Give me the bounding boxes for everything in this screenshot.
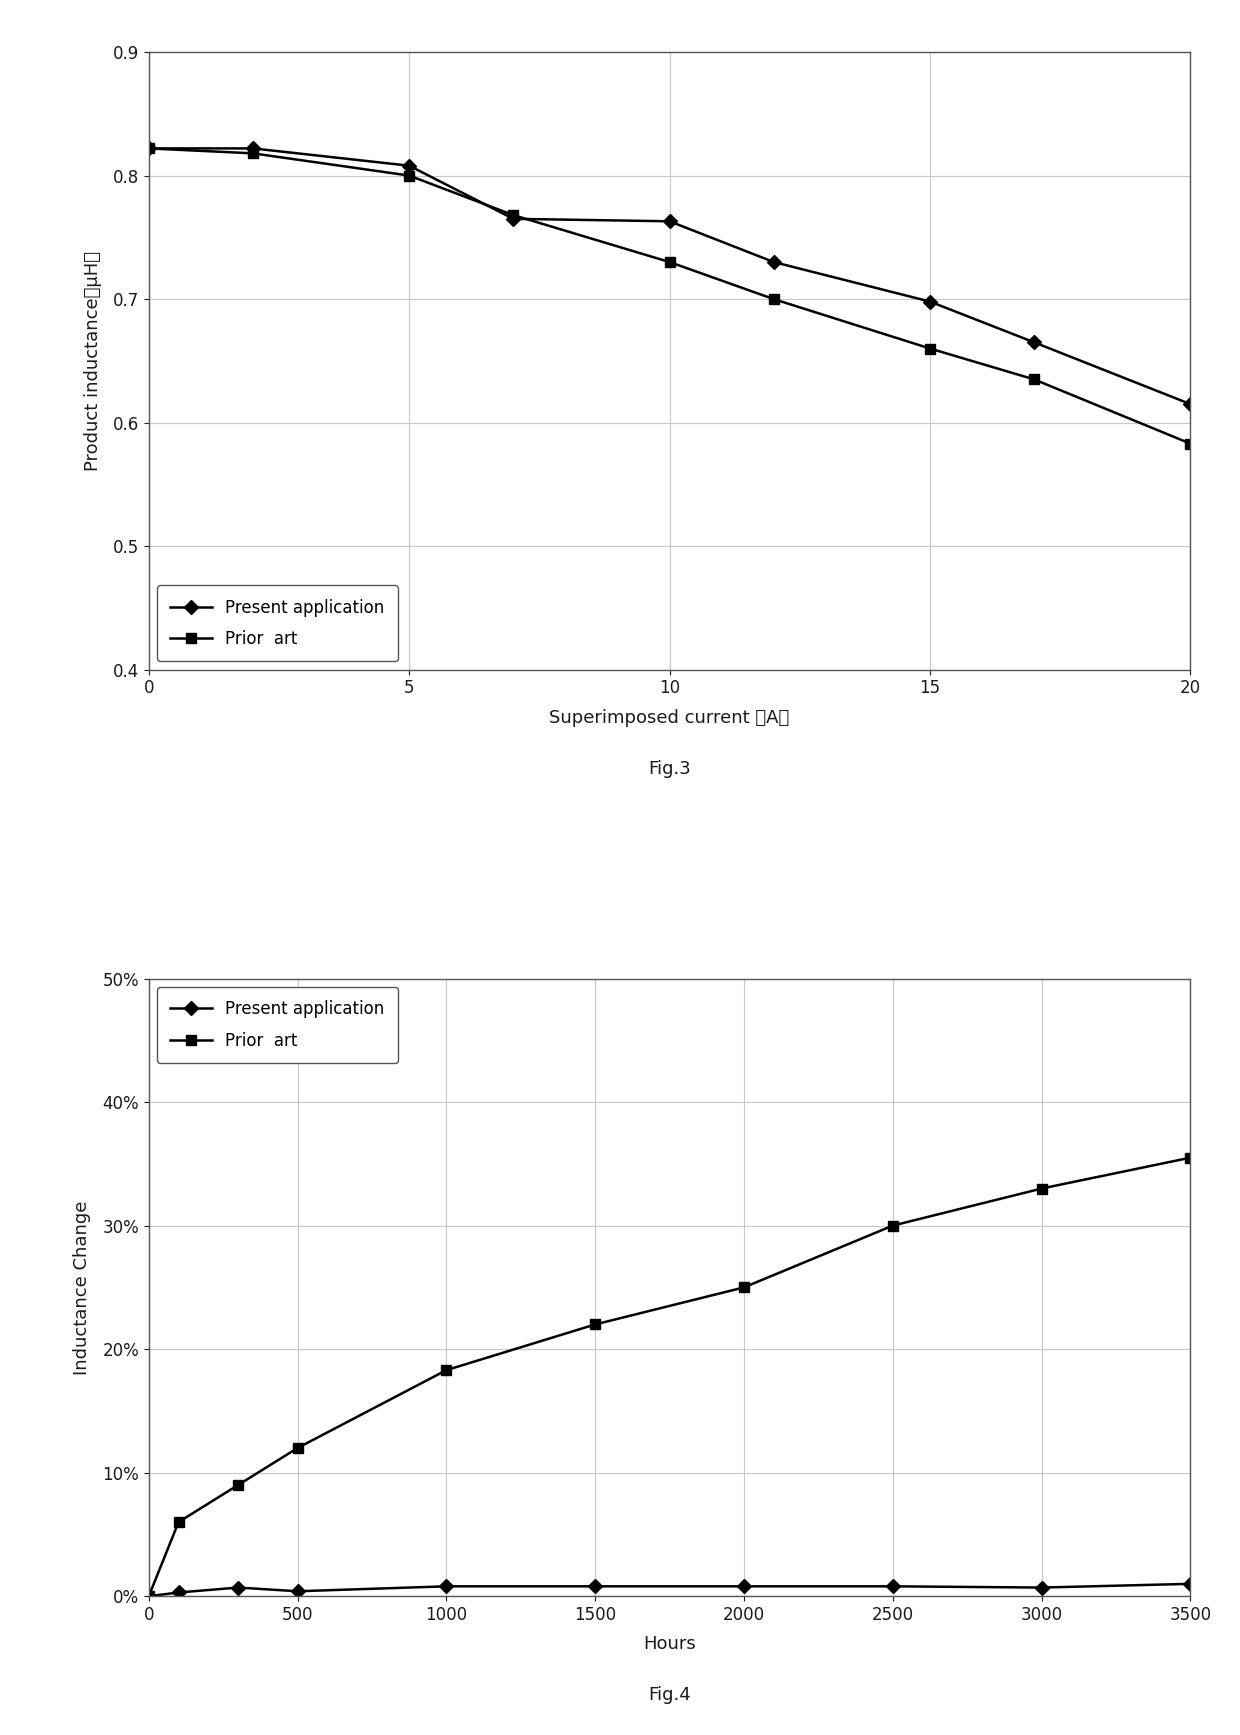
Y-axis label: Product inductance（μH）: Product inductance（μH） <box>84 252 102 470</box>
Present application <box>141 139 156 160</box>
Prior  art <box>1183 1147 1198 1168</box>
Present application <box>1034 1577 1049 1598</box>
Present application <box>588 1575 603 1596</box>
Present application <box>141 1586 156 1607</box>
Prior  art <box>171 1511 186 1532</box>
Legend: Present application, Prior  art: Present application, Prior art <box>157 987 398 1064</box>
Present application <box>766 252 781 272</box>
Present application <box>506 208 521 229</box>
Prior  art <box>885 1214 900 1235</box>
Present application <box>231 1577 246 1598</box>
Prior  art <box>506 205 521 226</box>
Prior  art <box>290 1438 305 1459</box>
Line: Prior  art: Prior art <box>144 1152 1195 1601</box>
Prior  art <box>141 1586 156 1607</box>
Present application <box>1027 331 1042 352</box>
Prior  art <box>662 252 677 272</box>
Present application <box>171 1582 186 1603</box>
Prior  art <box>923 338 937 359</box>
Y-axis label: Inductance Change: Inductance Change <box>73 1201 92 1374</box>
Legend: Present application, Prior  art: Present application, Prior art <box>157 585 398 661</box>
Present application <box>290 1581 305 1601</box>
Prior  art <box>588 1313 603 1334</box>
Prior  art <box>737 1277 751 1298</box>
Prior  art <box>231 1475 246 1496</box>
Prior  art <box>246 142 260 163</box>
Present application <box>737 1575 751 1596</box>
Present application <box>1183 394 1198 415</box>
Text: Fig.3: Fig.3 <box>649 760 691 777</box>
Prior  art <box>1183 434 1198 455</box>
X-axis label: Superimposed current （A）: Superimposed current （A） <box>549 708 790 727</box>
Present application <box>885 1575 900 1596</box>
Prior  art <box>402 165 417 186</box>
Prior  art <box>766 288 781 309</box>
Line: Present application: Present application <box>144 1579 1195 1601</box>
Present application <box>439 1575 454 1596</box>
Line: Prior  art: Prior art <box>144 144 1195 449</box>
Prior  art <box>1034 1178 1049 1199</box>
Text: Fig.4: Fig.4 <box>649 1686 691 1704</box>
Prior  art <box>439 1360 454 1381</box>
Present application <box>1183 1574 1198 1594</box>
Line: Present application: Present application <box>144 144 1195 409</box>
Prior  art <box>141 139 156 160</box>
X-axis label: Hours: Hours <box>644 1634 696 1653</box>
Present application <box>923 291 937 312</box>
Present application <box>662 212 677 232</box>
Present application <box>402 156 417 177</box>
Present application <box>246 139 260 160</box>
Prior  art <box>1027 370 1042 390</box>
